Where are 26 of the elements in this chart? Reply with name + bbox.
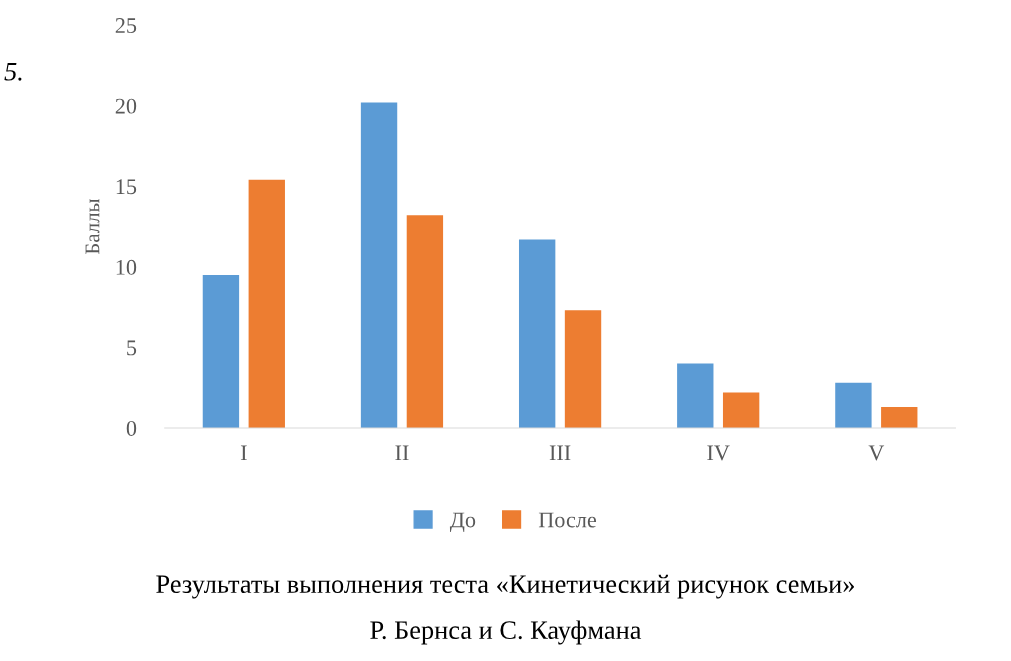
x-tick-label: V <box>868 445 885 461</box>
x-tick-label: III <box>549 445 571 461</box>
text: Результаты выполнения теста «Кинетический рисунок семьи» Р. Бернса и С. Кауфмана <box>156 574 854 645</box>
x-tick-label: IV <box>707 445 730 461</box>
bar <box>881 407 918 428</box>
x-tick-label: I <box>240 445 247 461</box>
bar <box>518 239 556 428</box>
legend-label: До <box>449 512 476 532</box>
bar <box>835 382 872 428</box>
bar <box>360 102 398 428</box>
y-tick-label: 5 <box>127 340 137 356</box>
y-tick-label: 0 <box>126 420 137 436</box>
bar <box>722 392 760 428</box>
y-tick-label: 25 <box>115 18 137 34</box>
y-tick-label: 15 <box>116 179 137 195</box>
text: 5. <box>4 63 22 81</box>
x-tick-label: II <box>395 445 409 461</box>
legend-label: После <box>538 512 597 528</box>
bar <box>564 310 602 428</box>
bar <box>202 274 240 428</box>
y-tick-label: 20 <box>115 98 137 114</box>
bar <box>677 363 714 428</box>
y-tick-label: 10 <box>116 259 137 275</box>
bar <box>248 179 285 428</box>
bar <box>406 215 444 428</box>
y-axis-title: Баллы <box>85 198 100 255</box>
